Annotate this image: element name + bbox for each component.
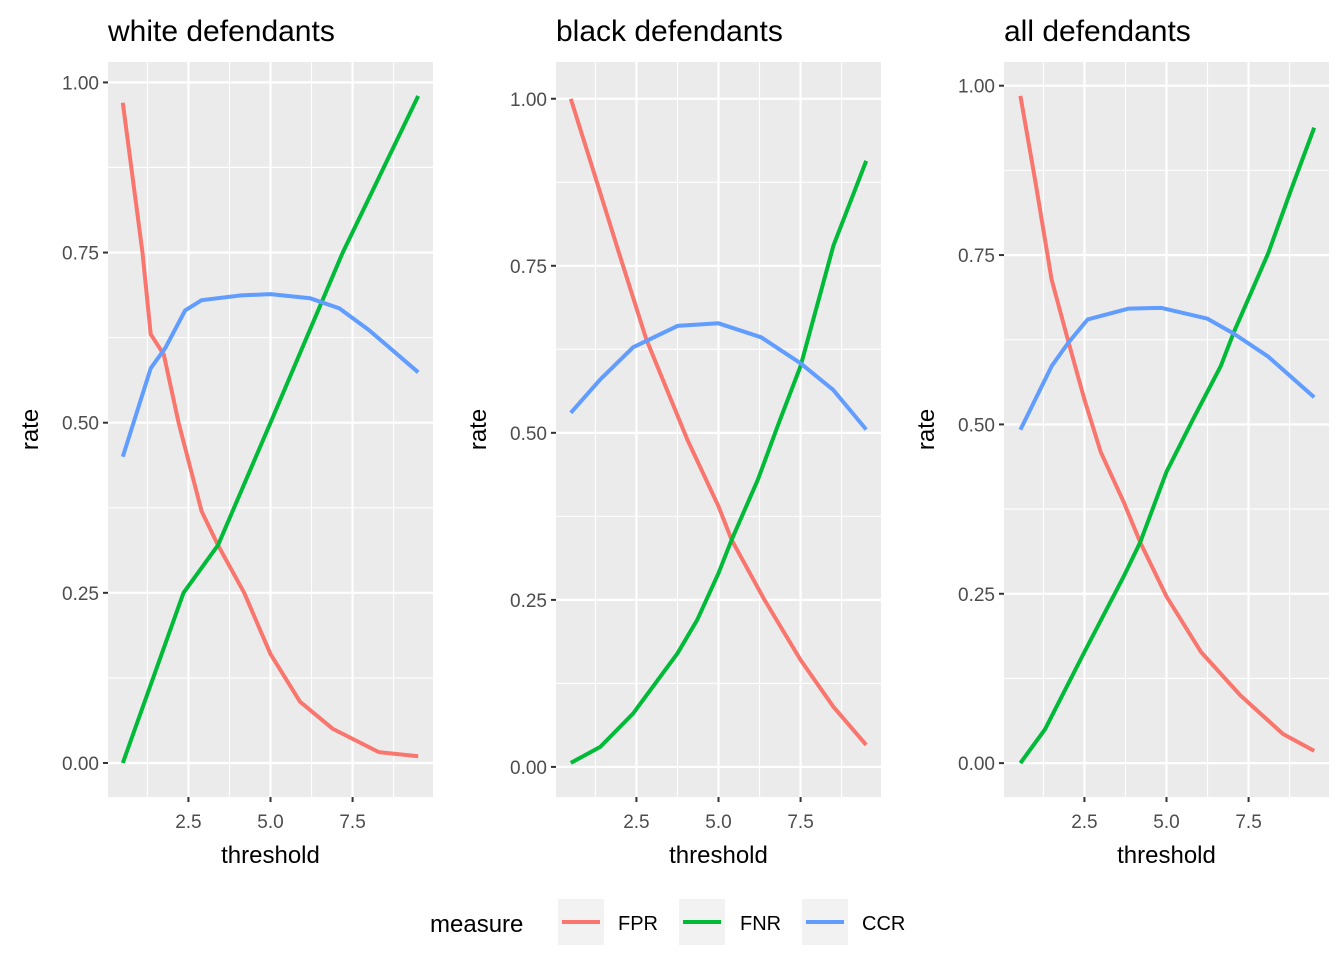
panels: white defendants 0.00 0.25 0.50 0.75 1.00 2.5 5… xyxy=(17,15,1329,869)
y-tick-label: 0.25 xyxy=(958,585,995,606)
y-tick-label: 0.75 xyxy=(958,246,995,267)
x-tick-label: 5.0 xyxy=(705,812,731,833)
x-tick-label: 7.5 xyxy=(787,812,813,833)
panel-black: black defendants 0.00 0.25 0.50 0.75 1.00 2.5 5… xyxy=(465,15,881,869)
x-tick-label: 5.0 xyxy=(1153,812,1179,833)
y-axis-label: rate xyxy=(17,409,44,450)
x-axis-label: threshold xyxy=(669,842,768,869)
y-axis-label: rate xyxy=(913,409,940,450)
panel-all: all defendants 0.00 0.25 0.50 0.75 1.00 2.5 5.0… xyxy=(913,15,1329,869)
x-tick-label: 7.5 xyxy=(1235,812,1261,833)
panel-title: white defendants xyxy=(107,15,335,48)
x-tick-label: 2.5 xyxy=(175,812,201,833)
y-axis-label: rate xyxy=(465,409,492,450)
y-tick-label: 1.00 xyxy=(510,90,547,111)
legend-item-fnr: FNR xyxy=(679,899,781,945)
series-line-ccr xyxy=(1018,305,1316,431)
legend-item-ccr: CCR xyxy=(802,899,905,945)
legend-label-fpr: FPR xyxy=(618,913,658,935)
y-tick-label: 0.75 xyxy=(510,257,547,278)
series-line-fnr xyxy=(120,95,421,764)
y-tick-label: 0.00 xyxy=(510,758,547,779)
series-line-fnr xyxy=(569,160,869,765)
x-tick-label: 7.5 xyxy=(339,812,365,833)
legend-label-fnr: FNR xyxy=(740,913,781,935)
x-axis-label: threshold xyxy=(221,842,320,869)
y-tick-label: 0.50 xyxy=(958,415,995,436)
y-tick-label: 1.00 xyxy=(958,77,995,98)
series-line-ccr xyxy=(120,292,420,458)
panel-white: white defendants 0.00 0.25 0.50 0.75 1.00 2.5 5… xyxy=(17,15,433,869)
series-line-ccr xyxy=(569,321,868,431)
legend: measure FPR FNR CCR xyxy=(430,899,905,945)
x-tick-label: 5.0 xyxy=(257,812,283,833)
legend-label-ccr: CCR xyxy=(862,913,905,935)
series-line-fnr xyxy=(1018,127,1317,765)
x-tick-label: 2.5 xyxy=(1071,812,1097,833)
series-line-fpr xyxy=(568,98,868,747)
y-tick-label: 0.25 xyxy=(62,584,99,605)
series-line-fpr xyxy=(1018,95,1316,753)
x-axis-label: threshold xyxy=(1117,842,1216,869)
y-tick-label: 0.25 xyxy=(510,591,547,612)
y-tick-label: 0.75 xyxy=(62,244,99,265)
panel-title: black defendants xyxy=(556,15,783,48)
y-tick-label: 0.50 xyxy=(62,414,99,435)
panel-title: all defendants xyxy=(1004,15,1191,48)
y-tick-label: 0.00 xyxy=(62,754,99,775)
y-tick-label: 0.50 xyxy=(510,424,547,445)
legend-title: measure xyxy=(430,911,523,938)
y-tick-label: 0.00 xyxy=(958,754,995,775)
legend-item-fpr: FPR xyxy=(558,899,658,945)
y-tick-label: 1.00 xyxy=(62,73,99,94)
x-tick-label: 2.5 xyxy=(623,812,649,833)
